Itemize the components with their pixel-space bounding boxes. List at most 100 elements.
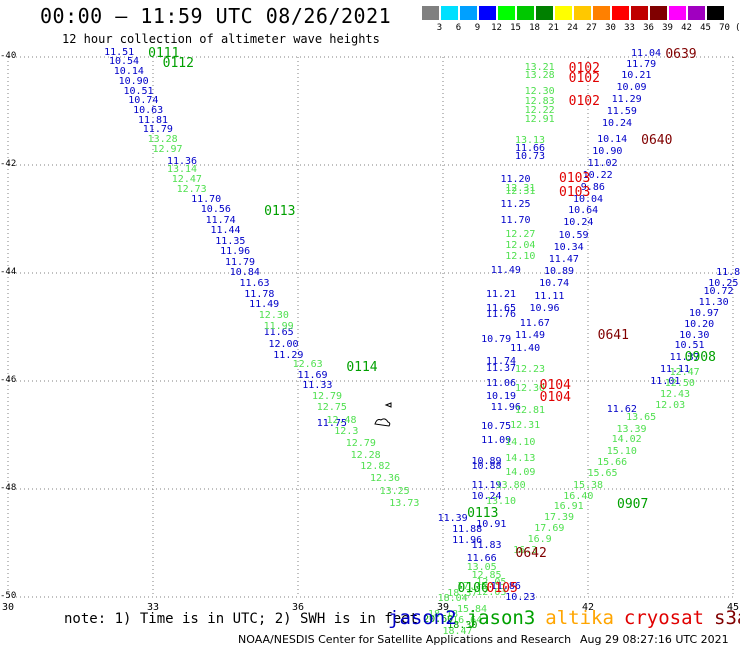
swh-value-jason3: 12.50	[664, 378, 695, 390]
swh-value-jason2: 10.89	[471, 456, 502, 467]
swh-value-jason2: 11.67	[519, 317, 550, 329]
swh-value-jason2: 11.65	[263, 327, 294, 339]
swh-value-jason3: 12.30	[514, 382, 546, 394]
swh-value-jason3: 18.37	[447, 587, 478, 599]
swh-value-jason3: 13.28	[147, 134, 178, 146]
swh-value-jason3: 12.03	[655, 399, 686, 411]
swh-value-jason3: 12.97	[152, 143, 183, 155]
swh-value-jason2: 11.06	[485, 378, 517, 390]
swh-value-jason3: 12.30	[524, 85, 555, 97]
swh-value-jason2: 11.25	[500, 198, 531, 210]
swh-value-jason2: 10.59	[558, 230, 589, 242]
x-tick-label: 39	[436, 602, 450, 613]
scale-label: 42	[681, 23, 692, 33]
swh-value-jason2: 11.21	[485, 288, 517, 300]
pass-time-label: 0641	[597, 327, 629, 343]
satellite-track	[374, 402, 392, 427]
x-tick-label: 45	[726, 602, 740, 613]
swh-value-jason3: 12.47	[669, 367, 700, 379]
swh-value-jason2: 10.14	[113, 66, 144, 78]
swh-value-jason3: 12.63	[292, 358, 323, 370]
scale-label: 70	[719, 23, 730, 33]
swh-value-jason3: 16.3	[513, 544, 538, 556]
pass-time-label: 0113	[467, 505, 499, 521]
swh-value-jason2: 11.75	[316, 418, 347, 430]
pass-time-label: 0102	[568, 60, 600, 76]
swh-value-jason2: 10.14	[597, 134, 628, 146]
chart-title: 00:00 – 11:59 UTC 08/26/2021	[40, 4, 392, 28]
swh-value-jason2: 11.29	[611, 94, 642, 106]
legend-altika: altika	[545, 607, 614, 629]
swh-value-jason3: 16.91	[553, 501, 584, 513]
pass-time-label: 0908	[684, 350, 716, 366]
swh-value-jason3: 17.39	[543, 512, 575, 524]
pass-time-label: 0104	[539, 378, 571, 394]
swh-value-jason2: 11.88	[452, 524, 483, 536]
swh-value-jason2: 10.84	[229, 267, 260, 278]
swh-value-jason3: 16.9	[527, 533, 552, 545]
scale-swatch	[650, 6, 667, 20]
chart-subtitle: 12 hour collection of altimeter wave hei…	[62, 32, 380, 46]
swh-value-jason3: 12.83	[524, 96, 555, 108]
y-tick-label: -50	[0, 591, 17, 601]
swh-value-jason2: 12.00	[268, 339, 299, 351]
x-tick-label: 36	[291, 602, 305, 613]
swh-value-jason2: 11.8	[716, 267, 740, 278]
swh-value-jason2: 11.33	[302, 380, 333, 392]
swh-value-jason2: 10.24	[601, 117, 633, 129]
swh-value-jason2: 10.73	[514, 151, 546, 163]
legend-jason3: jason3	[466, 607, 536, 629]
swh-value-jason3: 18.47	[442, 625, 473, 637]
swh-value-jason2: 11.79	[142, 124, 173, 136]
grid	[7, 56, 734, 598]
swh-value-jason3: 13.73	[389, 498, 420, 510]
swh-value-jason3: 12.85	[471, 570, 502, 582]
pass-time-label: 0114	[346, 359, 378, 375]
scale-label: 45	[700, 23, 711, 33]
swh-value-jason3: 12.30	[258, 310, 289, 322]
pass-time-label: 0106	[457, 581, 489, 597]
scale-swatch	[574, 6, 591, 20]
swh-value-jason2: 10.09	[616, 82, 647, 94]
note-text: note: 1) Time is in UTC; 2) SWH is in fe…	[64, 611, 419, 627]
swh-value-jason3: 12.27	[505, 229, 536, 241]
swh-value-jason2: 11.96	[220, 246, 251, 258]
swh-value-jason2: 10.90	[592, 146, 623, 158]
swh-value-jason2: 11.35	[215, 235, 246, 247]
swh-value-jason3: 13.21	[524, 61, 555, 73]
swh-value-jason3: 12.75	[316, 402, 347, 413]
pass-time-label: 0111	[148, 45, 180, 61]
swh-value-jason3: 14.10	[505, 436, 536, 448]
scale-swatch	[707, 6, 724, 20]
swh-value-jason2: 11.63	[239, 277, 270, 289]
swh-value-jason3: 15.66	[597, 457, 628, 469]
swh-value-jason2: 10.51	[674, 340, 705, 352]
scale-label: 24	[567, 23, 578, 33]
swh-value-jason3: 12.47	[171, 174, 202, 186]
swh-value-jason2: 11.02	[587, 157, 618, 169]
scale-swatch	[669, 6, 686, 20]
swh-value-jason3: 15.10	[606, 446, 637, 458]
scale-swatch	[498, 6, 515, 20]
scale-label: 30	[605, 23, 616, 33]
swh-value-jason3: 12.91	[524, 113, 555, 125]
swh-value-jason2: 11.78	[244, 288, 275, 300]
pass-time-label: 0907	[617, 497, 649, 513]
swh-value-jason2: 11.86	[490, 581, 521, 593]
swh-value-jason3: 13.10	[485, 495, 517, 507]
swh-value-jason3: 12.23	[514, 364, 546, 376]
swh-value-jason2: 11.79	[626, 58, 657, 70]
swh-value-jason2: 11.51	[104, 46, 135, 58]
pass-time-label: 0102	[568, 94, 600, 110]
scale-label: 3	[436, 23, 443, 33]
swh-value-jason2: 10.54	[108, 56, 140, 68]
pass-time-label: 0103	[559, 185, 591, 200]
pass-time-label: 0104	[539, 390, 571, 406]
swh-value-jason2: 11.44	[210, 224, 241, 236]
swh-value-jason3: 12.3	[334, 425, 359, 437]
legend-s3a: s3a	[714, 607, 740, 629]
pass-time-label: 0642	[515, 545, 547, 561]
swh-value-jason3-dark: 18.30	[447, 620, 478, 632]
swh-value-jason2: 10.04	[572, 193, 604, 205]
